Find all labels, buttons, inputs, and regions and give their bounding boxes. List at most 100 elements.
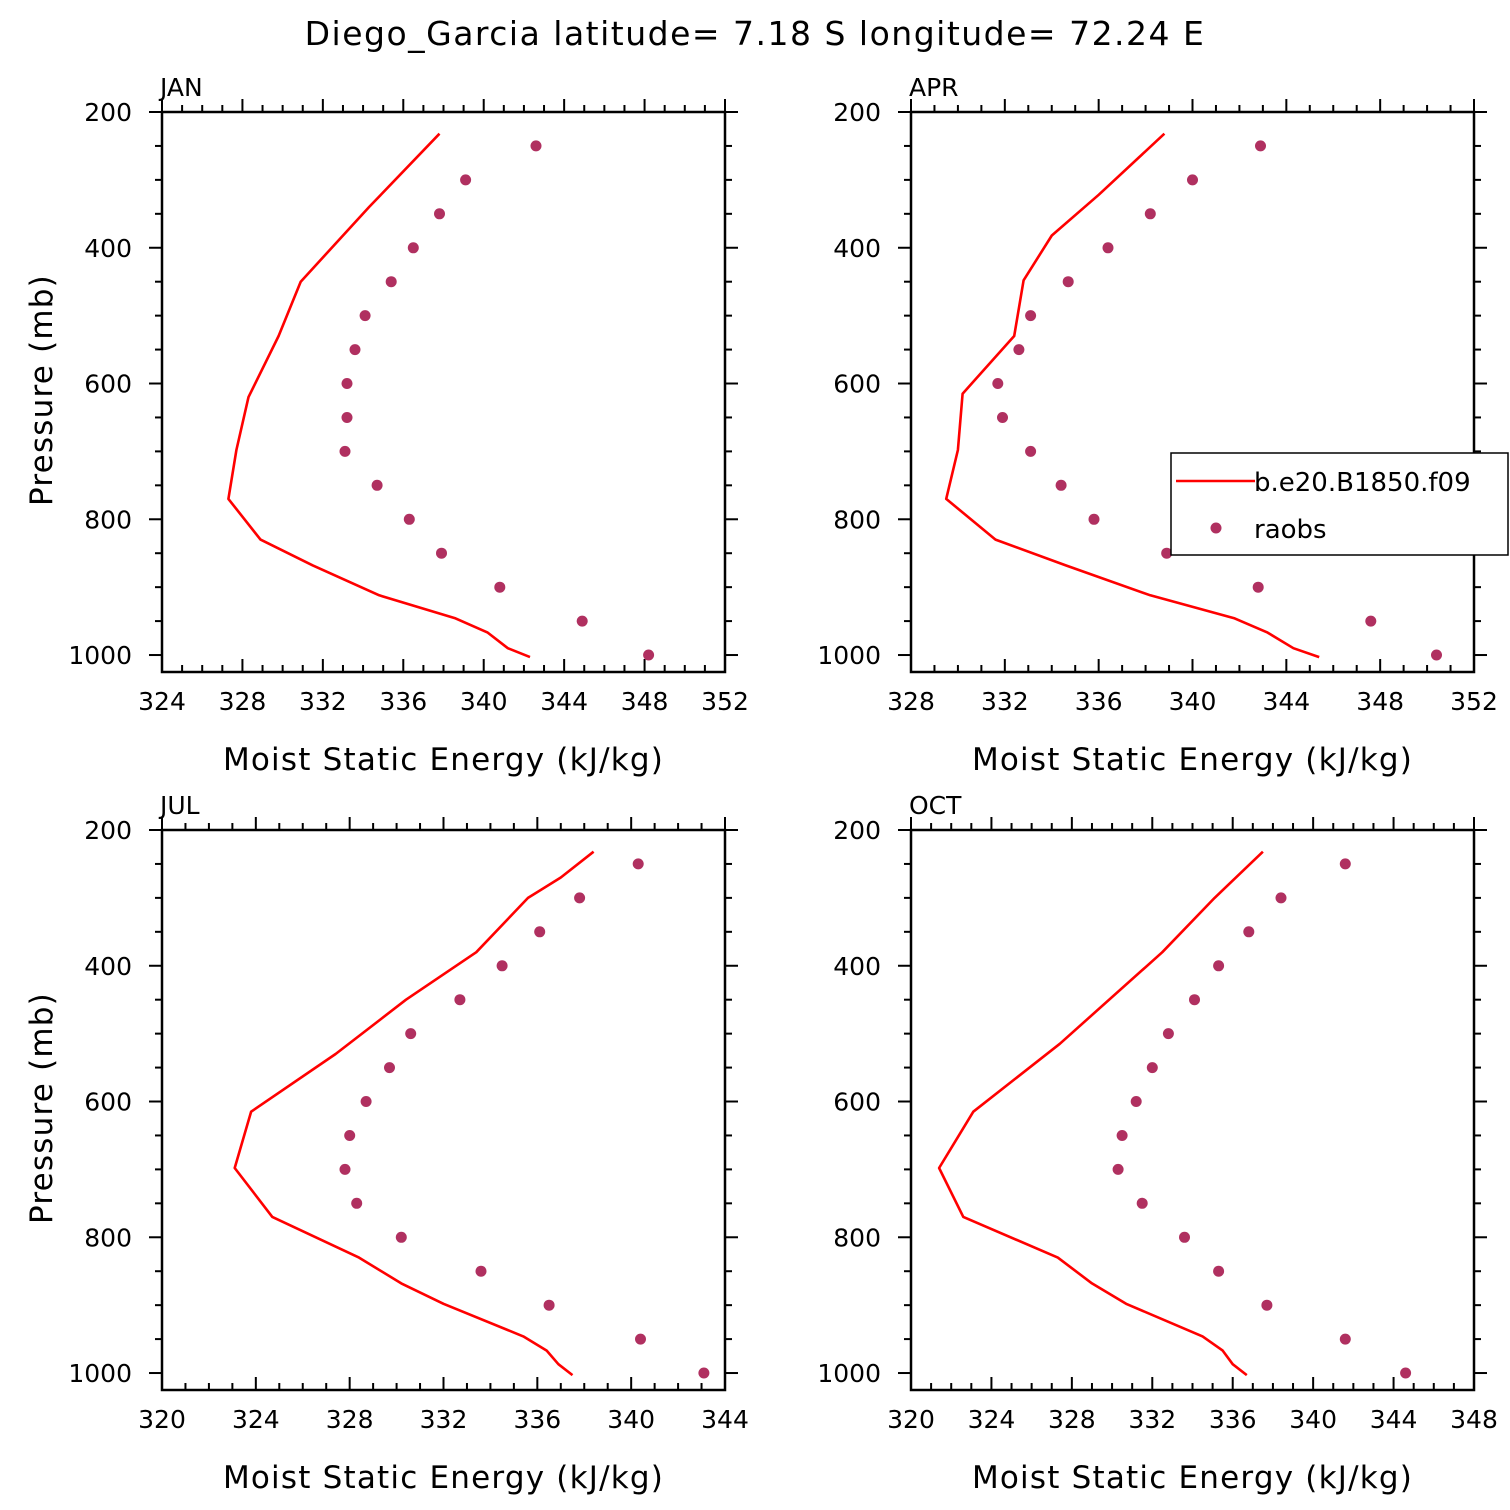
raobs-point [384, 1062, 395, 1074]
y-tick-label: 200 [833, 98, 881, 127]
panel-label: OCT [909, 791, 962, 820]
raobs-point [1189, 994, 1200, 1006]
x-tick-label: 336 [513, 1405, 561, 1434]
y-tick-label: 400 [833, 952, 881, 981]
raobs-point [371, 479, 383, 491]
x-tick-label: 348 [1356, 687, 1404, 716]
raobs-point [698, 1367, 710, 1379]
raobs-point [1144, 208, 1156, 220]
x-tick-label: 352 [701, 687, 749, 716]
y-tick-label: 400 [833, 234, 881, 263]
panel-oct: OCT Moist Static Energy (kJ/kg) 320 324 32… [817, 791, 1497, 1496]
raobs-point [341, 378, 353, 389]
raobs-point [1013, 344, 1025, 356]
raobs-point [543, 1299, 555, 1311]
series-line-model [227, 132, 531, 659]
plot-frame [909, 828, 1476, 1392]
figure-title: Diego_Garcia latitude= 7.18 S longitude=… [305, 14, 1206, 53]
raobs-point [1062, 276, 1074, 288]
x-axis-label: Moist Static Energy (kJ/kg) [223, 742, 664, 778]
raobs-point [454, 994, 466, 1006]
raobs-point [341, 412, 353, 423]
x-tick-label: 344 [701, 1405, 749, 1434]
plot-frame [160, 110, 727, 674]
raobs-point [1179, 1231, 1190, 1243]
y-tick-label: 600 [84, 1088, 132, 1117]
x-tick-label: 340 [1169, 687, 1217, 716]
x-tick-label: 336 [1075, 687, 1123, 716]
raobs-point [475, 1265, 487, 1277]
raobs-point [494, 581, 506, 593]
x-tick-label: 328 [326, 1405, 374, 1434]
y-tick-label: 600 [84, 370, 132, 399]
raobs-point [1339, 1333, 1351, 1345]
raobs-point [1136, 1197, 1148, 1209]
y-tick-label: 1000 [68, 641, 132, 670]
x-tick-label: 348 [621, 687, 669, 716]
panel-label: JUL [158, 791, 200, 820]
series-line-model [937, 850, 1264, 1377]
raobs-point [1130, 1096, 1142, 1107]
raobs-point [460, 174, 472, 186]
x-tick-label: 324 [968, 1405, 1016, 1434]
x-tick-label: 340 [1289, 1405, 1337, 1434]
raobs-point [997, 412, 1008, 423]
x-tick-label: 344 [1262, 687, 1310, 716]
raobs-point [1400, 1367, 1412, 1379]
x-tick-label: 324 [138, 687, 186, 716]
y-tick-label: 1000 [68, 1359, 132, 1388]
raobs-point [1025, 310, 1037, 322]
panel-jan: JAN Moist Static Energy (kJ/kg) Pressure… [24, 73, 749, 778]
raobs-point [1252, 581, 1264, 593]
raobs-point [1275, 892, 1287, 904]
x-axis-label: Moist Static Energy (kJ/kg) [223, 1460, 664, 1496]
y-tick-label: 800 [84, 1223, 132, 1252]
x-tick-label: 344 [1370, 1405, 1418, 1434]
panel-apr: APR Moist Static Energy (kJ/kg) 328 332 33… [817, 73, 1497, 778]
raobs-point [405, 1028, 417, 1040]
raobs-point [395, 1231, 407, 1243]
panel-label: APR [909, 73, 959, 102]
series-line-model [944, 132, 1320, 659]
legend: b.e20.B1850.f09 raobs [1170, 452, 1509, 556]
y-tick-label: 400 [84, 952, 132, 981]
x-tick-label: 332 [299, 687, 347, 716]
raobs-point [534, 926, 546, 938]
raobs-point [360, 1096, 372, 1107]
y-axis-label: Pressure (mb) [24, 274, 60, 506]
raobs-point [339, 1163, 351, 1175]
x-tick-label: 332 [420, 1405, 468, 1434]
x-axis-label: Moist Static Energy (kJ/kg) [972, 1460, 1413, 1496]
raobs-point [632, 858, 644, 870]
legend-box [1170, 452, 1509, 556]
raobs-point [359, 310, 371, 322]
series-line-model [233, 850, 595, 1377]
raobs-point [1162, 1028, 1174, 1040]
x-tick-label: 348 [1450, 1405, 1498, 1434]
plot-frame [909, 110, 1476, 674]
x-tick-label: 336 [1209, 1405, 1257, 1434]
plot-frame [160, 828, 727, 1392]
raobs-point [1261, 1299, 1273, 1311]
raobs-point [1116, 1130, 1128, 1141]
raobs-point [574, 892, 586, 904]
x-tick-label: 332 [981, 687, 1029, 716]
raobs-point [635, 1333, 646, 1345]
legend-entry-raobs: raobs [1254, 515, 1327, 545]
raobs-point [385, 276, 397, 288]
x-tick-label: 352 [1450, 687, 1498, 716]
x-tick-label: 336 [379, 687, 427, 716]
x-tick-label: 340 [460, 687, 508, 716]
y-axis-label: Pressure (mb) [24, 992, 60, 1224]
raobs-point [1431, 649, 1442, 661]
x-tick-label: 324 [232, 1405, 280, 1434]
raobs-point [1088, 513, 1100, 525]
x-tick-label: 328 [1048, 1405, 1096, 1434]
raobs-point [1025, 445, 1037, 457]
raobs-point [351, 1197, 363, 1209]
raobs-point [434, 208, 445, 220]
raobs-point [530, 140, 542, 152]
y-tick-label: 800 [833, 1223, 881, 1252]
panel-label: JAN [158, 73, 203, 102]
